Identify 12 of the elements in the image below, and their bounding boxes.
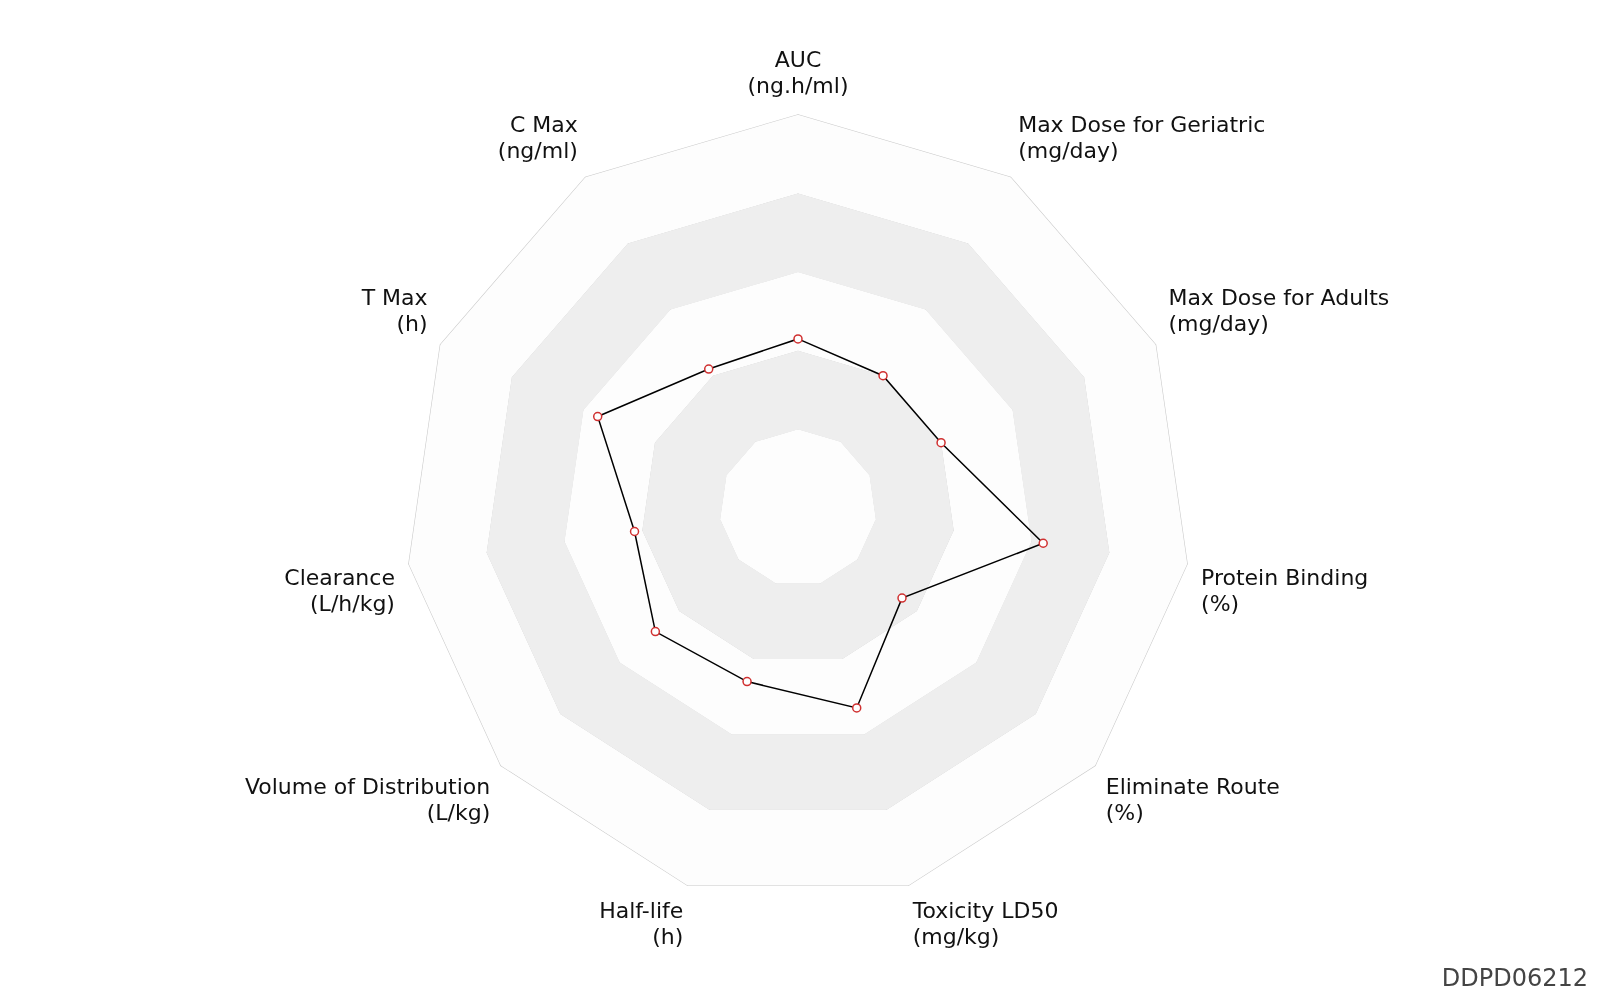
spoke-label: AUC (ng.h/ml) (747, 46, 849, 99)
spoke-label: T Max (h) (360, 284, 428, 337)
spoke-label: C Max (ng/ml) (497, 111, 578, 163)
text: DDPD06212 (1441, 964, 1588, 992)
spoke-label: Half-life (h) (599, 897, 684, 950)
spoke-label: Volume of Distribution (L/kg) (244, 773, 491, 825)
spoke-label: Eliminate Route (%) (1105, 773, 1280, 825)
spoke-label: Protein Binding (%) (1201, 564, 1369, 617)
spoke-label: Clearance (L/h/kg) (284, 564, 395, 617)
spoke-label: Max Dose for Geriatric (mg/day) (1018, 111, 1266, 163)
spoke-label: Toxicity LD50 (mg/kg) (911, 897, 1059, 950)
spoke-label: Max Dose for Adults (mg/day) (1168, 284, 1390, 337)
